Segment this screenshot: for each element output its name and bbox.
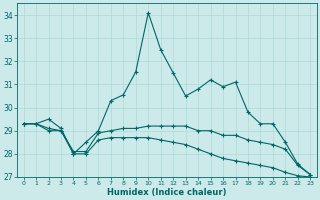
X-axis label: Humidex (Indice chaleur): Humidex (Indice chaleur) (107, 188, 227, 197)
